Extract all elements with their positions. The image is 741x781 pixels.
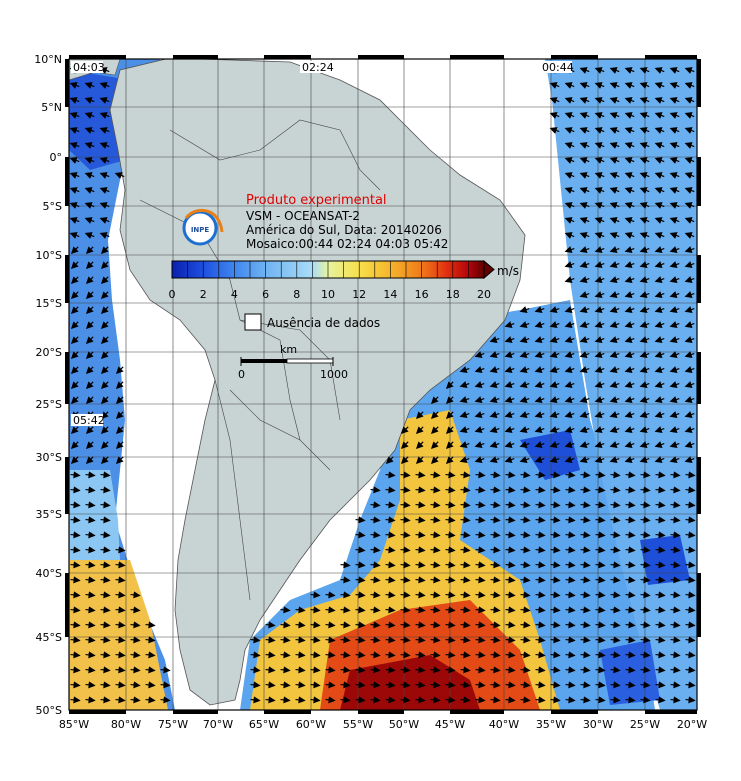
logo-text: INPE xyxy=(191,226,210,234)
product-line3: Mosaico:00:44 02:24 04:03 05:42 xyxy=(246,237,448,251)
lon-label: 60°W xyxy=(296,718,326,731)
lat-label: 40°S xyxy=(36,567,62,580)
lat-label: 10°N xyxy=(34,53,62,66)
lat-label: 50°S xyxy=(36,704,62,717)
colorbar-tick-label: 12 xyxy=(352,288,366,301)
lat-label: 45°S xyxy=(36,631,62,644)
inpe-logo: INPE xyxy=(182,209,224,246)
pass-time: 05:42 xyxy=(73,414,105,427)
colorbar-tick-label: 2 xyxy=(200,288,207,301)
frame-checker xyxy=(65,55,701,714)
lon-label: 35°W xyxy=(536,718,566,731)
product-line1: VSM - OCEANSAT-2 xyxy=(246,209,360,223)
lat-label: 10°S xyxy=(36,249,62,262)
lon-label: 85°W xyxy=(59,718,89,731)
lat-label: 20°S xyxy=(36,346,62,359)
colorbar: m/s 0 2 4 6 8 10 12 14 16 18 20 xyxy=(169,259,519,301)
colorbar-tick-label: 18 xyxy=(446,288,460,301)
lat-labels: 10°N 5°N 0° 5°S 10°S 15°S 20°S 25°S 30°S… xyxy=(34,53,62,717)
colorbar-tick-label: 16 xyxy=(415,288,429,301)
lon-label: 50°W xyxy=(389,718,419,731)
colorbar-tick-label: 0 xyxy=(169,288,176,301)
no-data-label: Ausência de dados xyxy=(267,316,380,330)
scale-start: 0 xyxy=(238,368,245,381)
colorbar-tick-label: 10 xyxy=(321,288,335,301)
pass-time: 04:03 xyxy=(73,61,105,74)
colorbar-unit: m/s xyxy=(497,264,519,278)
experimental-label: Produto experimental xyxy=(246,193,387,208)
lat-label: 5°N xyxy=(41,101,62,114)
pass-time-labels: 04:03 02:24 00:44 05:42 xyxy=(71,61,574,427)
graticule xyxy=(69,59,697,710)
colorbar-tick-label: 20 xyxy=(477,288,491,301)
scale-unit: km xyxy=(280,343,297,356)
lon-label: 70°W xyxy=(203,718,233,731)
scale-bar: km 0 1000 xyxy=(238,343,348,381)
lon-label: 55°W xyxy=(343,718,373,731)
colorbar-tick-label: 4 xyxy=(231,288,238,301)
lon-label: 30°W xyxy=(583,718,613,731)
lon-label: 65°W xyxy=(249,718,279,731)
logo-icon xyxy=(182,210,218,246)
lon-labels: 85°W 80°W 75°W 70°W 65°W 60°W 55°W 50°W … xyxy=(59,718,707,731)
lon-label: 40°W xyxy=(489,718,519,731)
lon-label: 20°W xyxy=(677,718,707,731)
lat-label: 35°S xyxy=(36,508,62,521)
scale-end: 1000 xyxy=(320,368,348,381)
colorbar-tick-label: 8 xyxy=(293,288,300,301)
pass-time: 00:44 xyxy=(542,61,574,74)
no-data-legend: Ausência de dados xyxy=(244,313,380,331)
lat-label: 25°S xyxy=(36,398,62,411)
lon-label: 45°W xyxy=(435,718,465,731)
lon-label: 80°W xyxy=(111,718,141,731)
colorbar-tick-label: 6 xyxy=(262,288,269,301)
colorbar-tick-label: 14 xyxy=(383,288,397,301)
product-line2: América do Sul, Data: 20140206 xyxy=(246,223,442,237)
lon-label: 75°W xyxy=(158,718,188,731)
lat-label: 0° xyxy=(50,151,63,164)
lat-label: 15°S xyxy=(36,297,62,310)
no-data-swatch xyxy=(244,313,262,331)
colorbar-arrow-icon xyxy=(483,259,495,280)
lat-label: 5°S xyxy=(43,200,62,213)
pass-time: 02:24 xyxy=(302,61,334,74)
logo-swoosh-icon xyxy=(184,209,224,233)
lon-label: 25°W xyxy=(630,718,660,731)
lat-label: 30°S xyxy=(36,451,62,464)
swath-east-dark3 xyxy=(600,640,660,705)
wind-vectors xyxy=(69,67,696,704)
